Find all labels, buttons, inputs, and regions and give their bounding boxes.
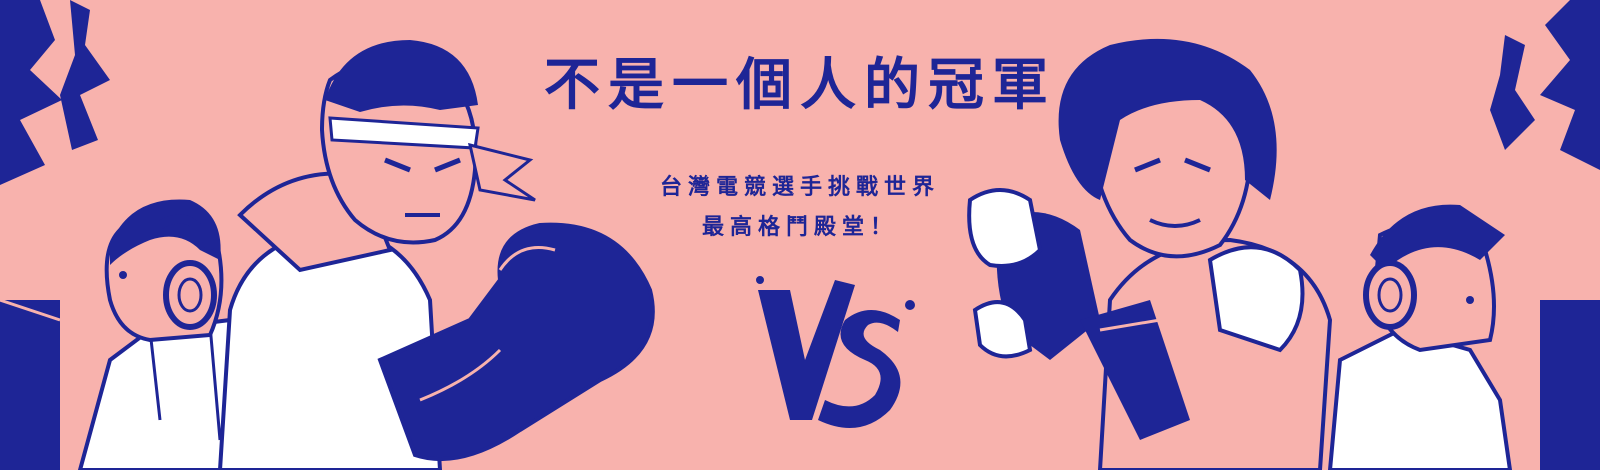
boxing-glove <box>377 222 655 462</box>
headband-fighter <box>217 40 536 470</box>
headphone-player-right <box>1327 204 1513 470</box>
ink-splatter-left <box>0 0 110 185</box>
banner-subtitle: 台灣電競選手挑戰世界 最高格鬥殿堂！ <box>520 168 1080 248</box>
vs-mark <box>756 276 915 428</box>
banner-subtitle-line-1: 台灣電競選手挑戰世界 <box>659 175 940 200</box>
monitor-left <box>0 300 60 470</box>
fist <box>967 188 1190 440</box>
banner-subtitle-line-2: 最高格鬥殿堂！ <box>701 215 898 240</box>
monitor-right <box>1540 300 1600 470</box>
banner-title: 不是一個人的冠軍 <box>544 53 1056 118</box>
ink-splatter-right <box>1490 0 1600 170</box>
